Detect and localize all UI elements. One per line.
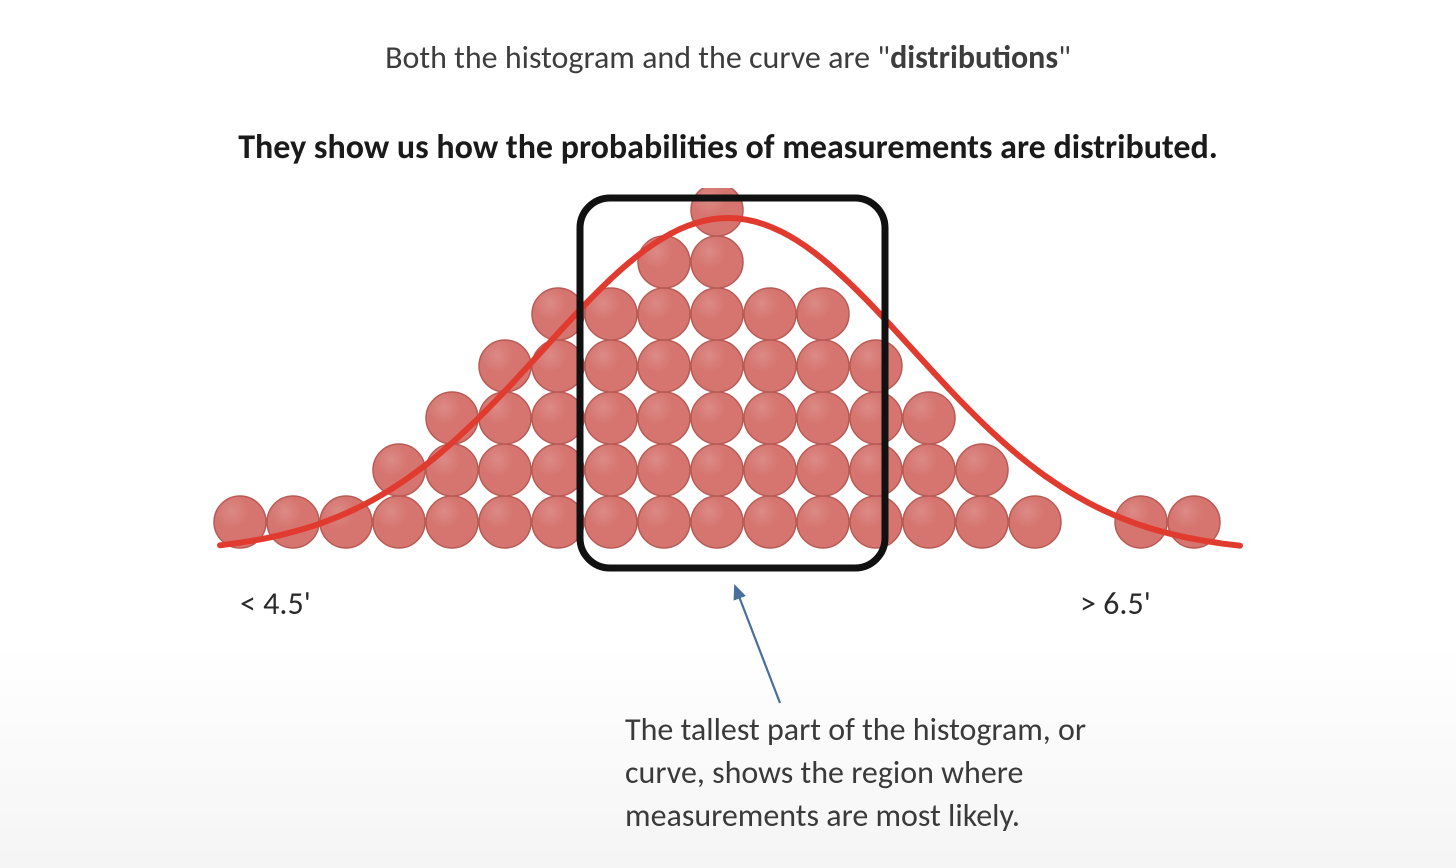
axis-left-label: < 4.5' <box>240 584 311 623</box>
caption-line-3: measurements are most likely. <box>625 794 1086 837</box>
arrow-icon <box>735 586 780 703</box>
title-bold: distributions <box>890 38 1058 77</box>
title: Both the histogram and the curve are "di… <box>0 38 1456 77</box>
axis-right-label: > 6.5' <box>1080 584 1151 623</box>
caption-line-1: The tallest part of the histogram, or <box>625 708 1086 751</box>
caption: The tallest part of the histogram, or cu… <box>625 708 1086 838</box>
distribution-chart <box>0 188 1456 748</box>
title-prefix: Both the histogram and the curve are " <box>385 38 890 77</box>
caption-line-2: curve, shows the region where <box>625 751 1086 794</box>
title-suffix: " <box>1058 38 1071 77</box>
chart-stage: < 4.5' > 6.5' The tallest part of the hi… <box>0 188 1456 748</box>
subtitle: They show us how the probabilities of me… <box>0 127 1456 168</box>
